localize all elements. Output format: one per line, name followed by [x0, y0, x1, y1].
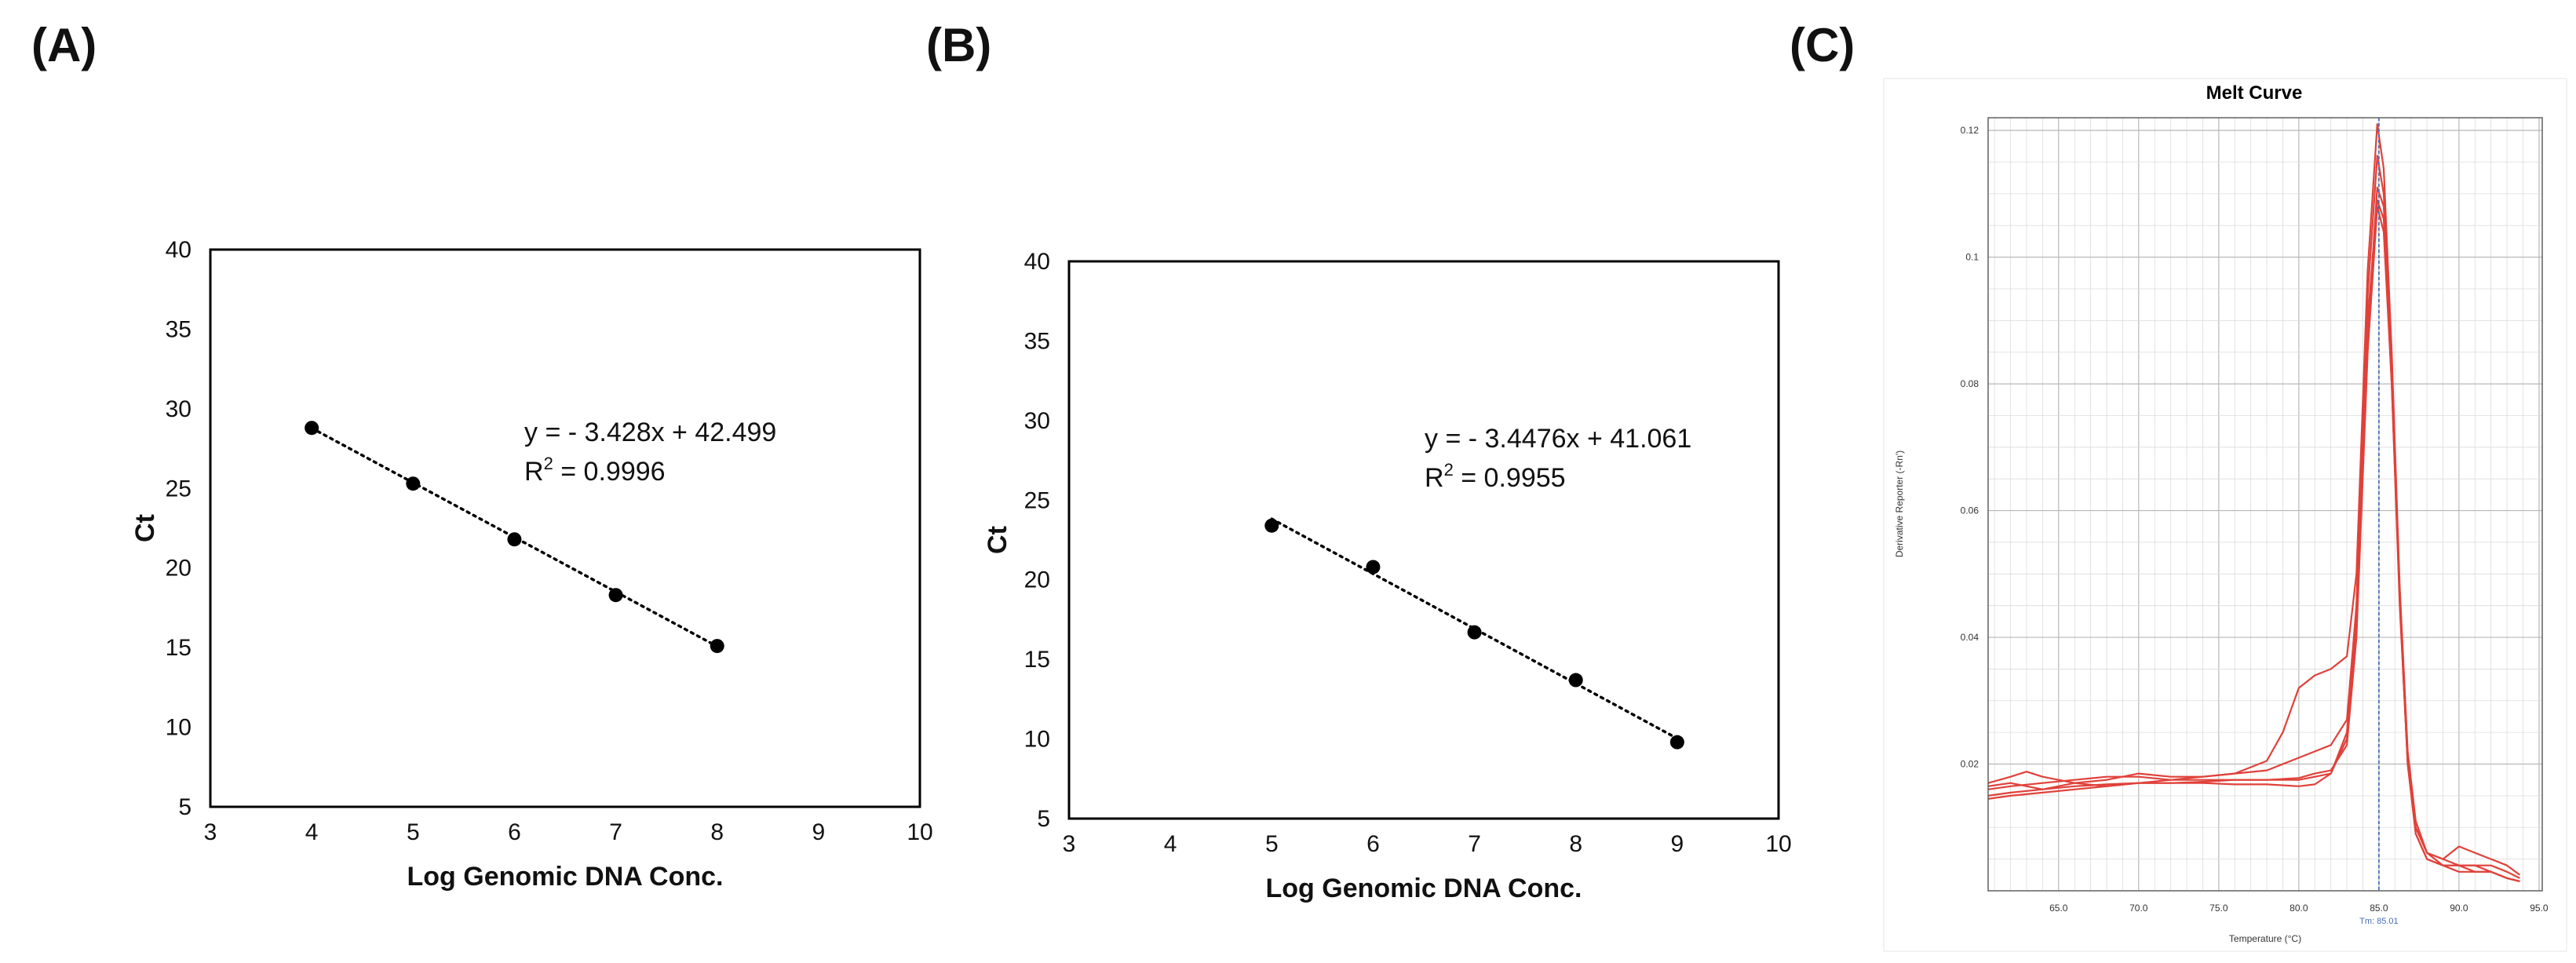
y-tick-label: 0.04 [1961, 632, 1979, 643]
x-tick-labels: 3 4 5 6 7 8 9 10 [204, 819, 933, 845]
y-axis-title: Derivative Reporter (-Rn') [1894, 450, 1905, 557]
x-tick-label: 3 [204, 819, 217, 845]
plot-frame [209, 248, 921, 808]
x-tick-label: 8 [710, 819, 724, 845]
x-tick-labels: 3 4 5 6 7 8 9 10 [1063, 831, 1792, 857]
data-point [1669, 735, 1684, 750]
x-tick-label: 9 [812, 819, 826, 845]
y-tick-label: 0.06 [1961, 505, 1979, 516]
panel-label-b: (B) [926, 19, 991, 71]
x-tick-label: 9 [1671, 831, 1684, 857]
y-tick-labels: 5 10 15 20 25 30 35 40 [1024, 249, 1050, 832]
melt-curves [1987, 123, 2521, 882]
y-tick-label: 20 [166, 556, 192, 582]
panel-label-a: (A) [31, 19, 97, 71]
data-point [507, 532, 522, 547]
trendline [1270, 517, 1679, 740]
r-squared-label: R2 = 0.9955 [1425, 460, 1566, 493]
x-tick-label: 3 [1063, 831, 1076, 857]
y-tick-label: 0.12 [1961, 125, 1979, 136]
x-tick-label: 6 [1366, 831, 1380, 857]
data-point [608, 588, 623, 603]
y-tick-label: 0.02 [1961, 759, 1979, 770]
x-tick-labels: 65.0 70.0 75.0 80.0 85.0 90.0 95.0 [2049, 903, 2549, 914]
x-tick-label: 80.0 [2290, 903, 2308, 914]
x-tick-label: 70.0 [2129, 903, 2148, 914]
chart-title: Melt Curve [2206, 82, 2303, 104]
x-axis-title: Temperature (°C) [2229, 933, 2301, 944]
r-squared-superscript: 2 [1444, 460, 1454, 480]
y-tick-labels: 0.02 0.04 0.06 0.08 0.1 0.12 [1961, 125, 1979, 769]
x-tick-label: 10 [907, 819, 932, 845]
x-tick-label: 6 [508, 819, 521, 845]
x-tick-label: 8 [1569, 831, 1582, 857]
trendline [310, 426, 719, 648]
trendline-equation: y = - 3.4476x + 41.061 [1425, 424, 1691, 454]
r-squared-value: = 0.9996 [553, 457, 666, 487]
y-tick-label: 35 [1024, 328, 1050, 354]
y-tick-label: 40 [1024, 249, 1050, 275]
x-tick-label: 7 [1468, 831, 1481, 857]
y-tick-label: 5 [178, 794, 192, 820]
y-tick-label: 30 [166, 396, 192, 422]
r-squared-r: R [524, 457, 544, 487]
x-tick-label: 85.0 [2370, 903, 2388, 914]
x-tick-label: 95.0 [2530, 903, 2549, 914]
melt-curve-trace [1987, 123, 2521, 876]
data-points [1264, 518, 1684, 750]
y-tick-label: 10 [166, 715, 192, 741]
x-tick-label: 75.0 [2209, 903, 2228, 914]
x-tick-label: 90.0 [2450, 903, 2468, 914]
data-point [710, 639, 724, 654]
r-squared-superscript: 2 [544, 454, 553, 473]
tm-label: Tm: 85.01 [2359, 917, 2399, 926]
x-tick-label: 5 [407, 819, 420, 845]
y-axis-title: Ct [130, 514, 160, 542]
data-points [305, 421, 724, 654]
y-tick-label: 5 [1037, 806, 1050, 832]
x-tick-label: 7 [609, 819, 622, 845]
y-tick-labels: 5 10 15 20 25 30 35 40 [166, 237, 192, 820]
y-tick-label: 25 [1024, 487, 1050, 513]
plot-frame [1987, 117, 2543, 892]
y-tick-label: 35 [166, 316, 192, 342]
melt-curve-chart: Melt Curve 0.02 0.04 0.06 0.08 0.1 0.12 65.0 7… [1883, 78, 2567, 952]
trendline-equation: y = - 3.428x + 42.499 [524, 418, 776, 447]
data-point [406, 476, 421, 491]
x-tick-label: 65.0 [2049, 903, 2068, 914]
x-tick-label: 10 [1765, 831, 1791, 857]
data-point [1366, 560, 1381, 575]
data-point [305, 421, 319, 436]
y-tick-label: 30 [1024, 408, 1050, 434]
y-tick-label: 15 [1024, 647, 1050, 673]
x-tick-label: 5 [1265, 831, 1279, 857]
x-axis-title: Log Genomic DNA Conc. [407, 862, 724, 892]
y-tick-label: 0.08 [1961, 378, 1979, 389]
melt-curve-panel-border [1883, 78, 2567, 952]
data-point [1264, 518, 1279, 533]
r-squared-label: R2 = 0.9996 [524, 454, 666, 487]
x-axis-title: Log Genomic DNA Conc. [1266, 874, 1582, 903]
r-squared-r: R [1425, 463, 1444, 493]
plot-frame [1067, 260, 1780, 820]
y-tick-label: 15 [166, 635, 192, 661]
data-point [1568, 673, 1583, 688]
melt-curve-trace [1987, 205, 2520, 882]
panel-label-c: (C) [1790, 19, 1855, 71]
y-tick-label: 0.1 [1965, 252, 1979, 263]
x-tick-label: 4 [1164, 831, 1177, 857]
x-tick-label: 4 [305, 819, 319, 845]
standard-curve-chart-b: 5 10 15 20 25 30 35 40 3 4 5 6 7 8 9 10 y = - 3.4476x … [983, 249, 1792, 903]
grid-lines [1988, 118, 2542, 891]
data-point [1467, 625, 1482, 640]
standard-curve-chart-a: 5 10 15 20 25 30 35 40 3 4 5 6 7 8 9 10 y = - 3.428x +… [130, 237, 933, 892]
y-tick-label: 40 [166, 237, 192, 263]
y-tick-label: 25 [166, 476, 192, 502]
y-axis-title: Ct [983, 526, 1013, 554]
y-tick-label: 10 [1024, 727, 1050, 753]
r-squared-value: = 0.9955 [1454, 463, 1566, 493]
y-tick-label: 20 [1024, 567, 1050, 593]
